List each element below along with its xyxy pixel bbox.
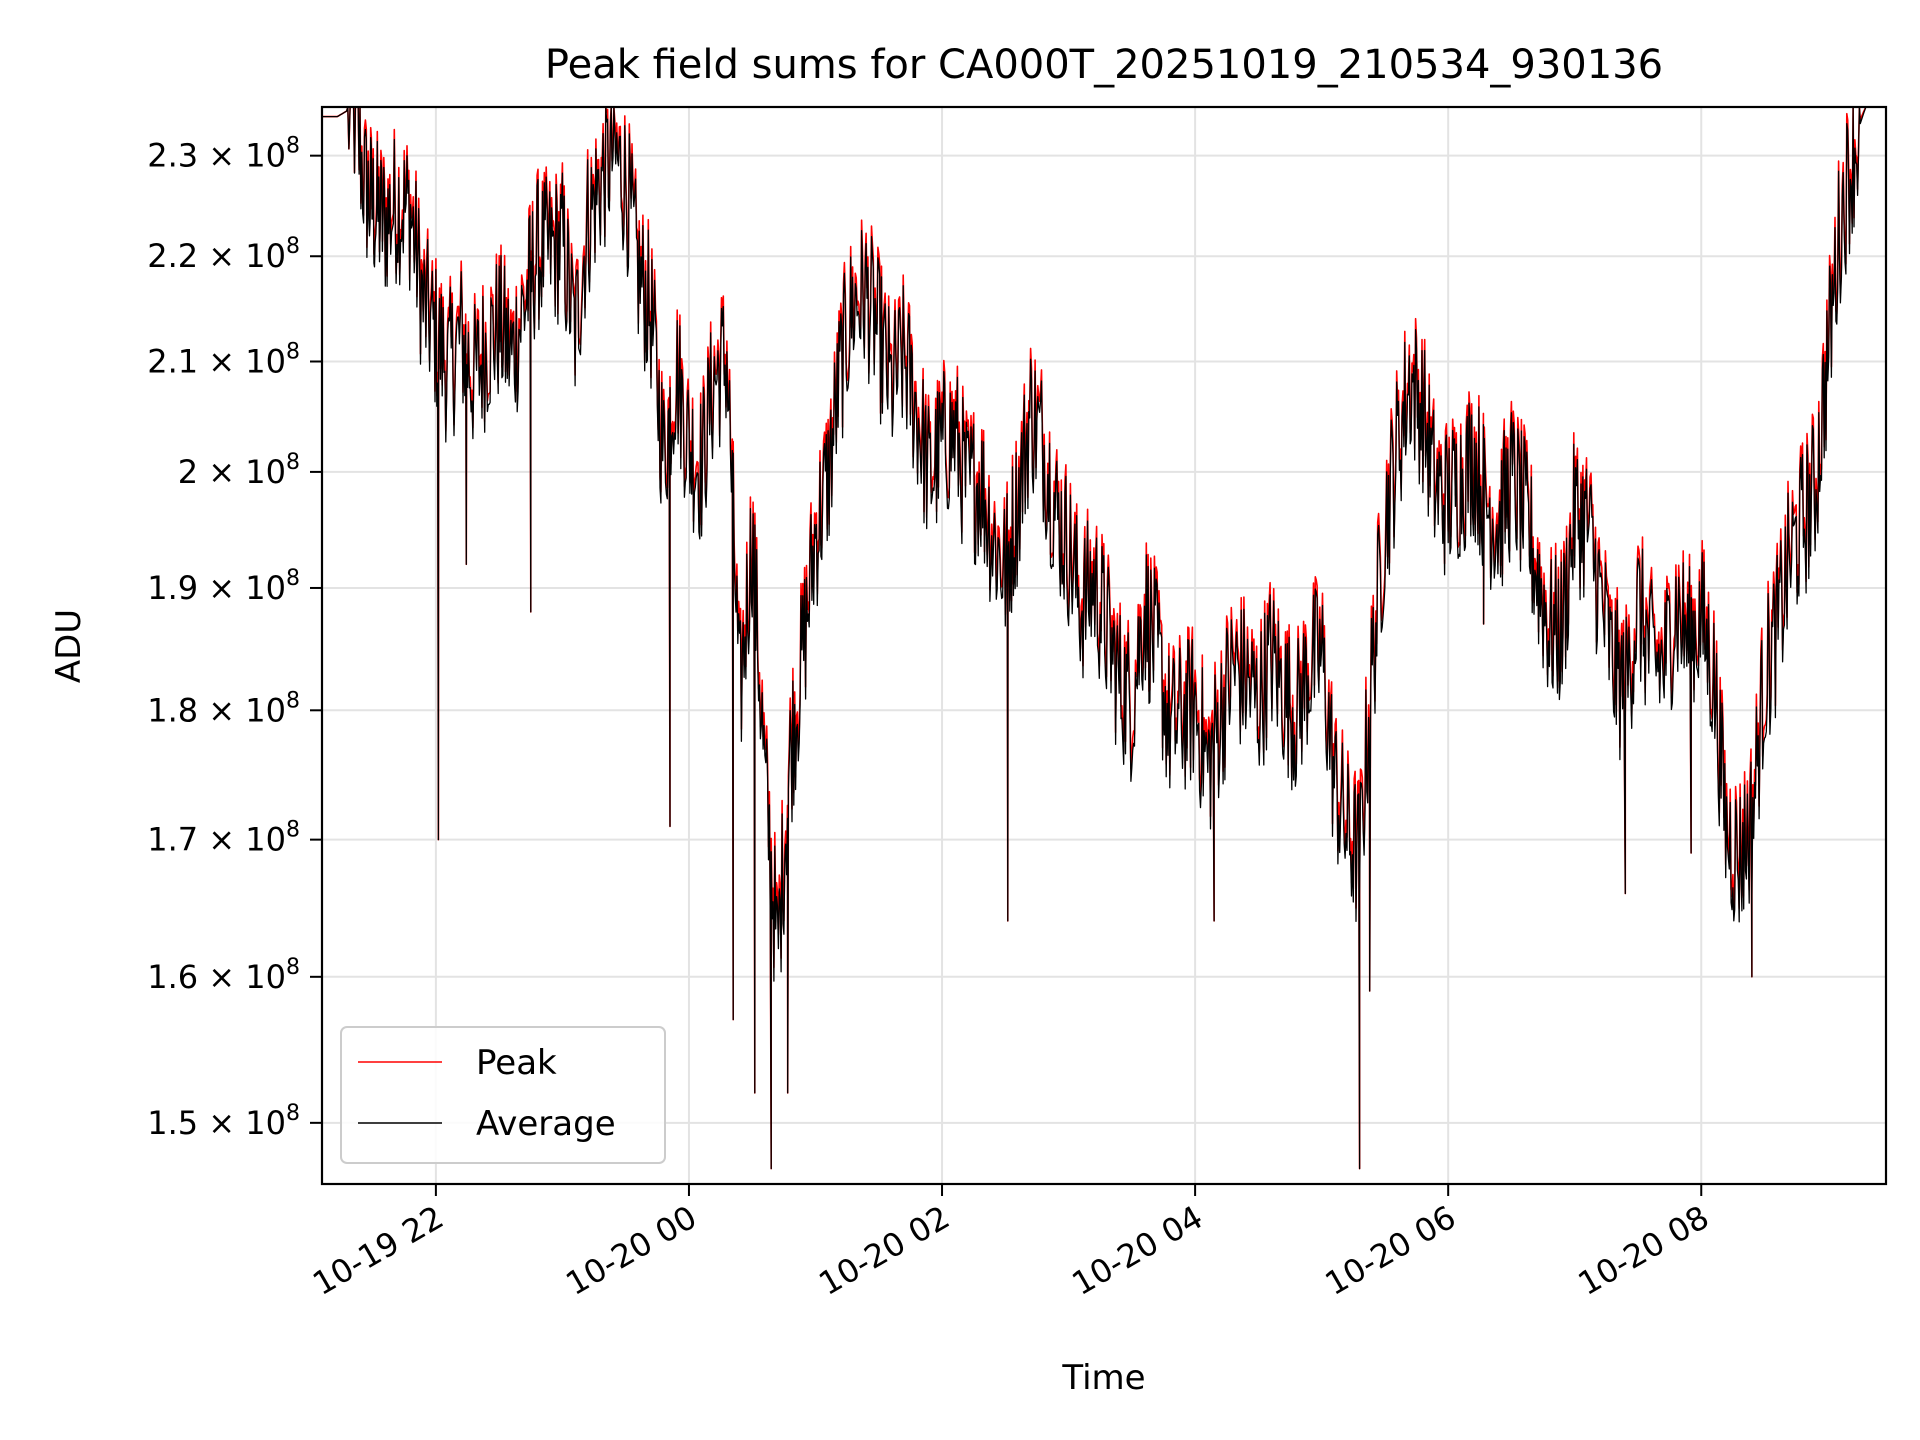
y-tick-label: 1.7 × 108: [147, 818, 300, 859]
y-tick-label: 1.8 × 108: [147, 688, 300, 729]
x-axis-label: Time: [1061, 1358, 1145, 1398]
legend[interactable]: Peak Average: [340, 1026, 666, 1164]
legend-box: [340, 1026, 666, 1164]
legend-label-average: Average: [476, 1104, 616, 1144]
y-tick-label: 1.9 × 108: [147, 566, 300, 607]
legend-label-peak: Peak: [476, 1043, 557, 1083]
series-line-average: [322, 106, 1879, 1170]
y-tick-label: 1.6 × 108: [147, 955, 300, 996]
y-tick-label: 2.3 × 108: [147, 134, 300, 175]
y-tick-label: 2 × 108: [178, 450, 300, 491]
y-tick-label: 2.2 × 108: [147, 234, 300, 275]
plot-area-frame: [320, 105, 1888, 1186]
y-tick-label: 1.5 × 108: [147, 1101, 300, 1142]
y-axis: 1.5 × 108 1.6 × 108 1.7 × 108 1.8 × 108 1.9 …: [147, 134, 322, 1142]
y-axis-label: ADU: [49, 609, 89, 683]
y-tick-label: 2.1 × 108: [147, 340, 300, 381]
series-lines: [322, 106, 1879, 1170]
chart-title: Peak field sums for CA000T_20251019_2105…: [545, 42, 1663, 88]
